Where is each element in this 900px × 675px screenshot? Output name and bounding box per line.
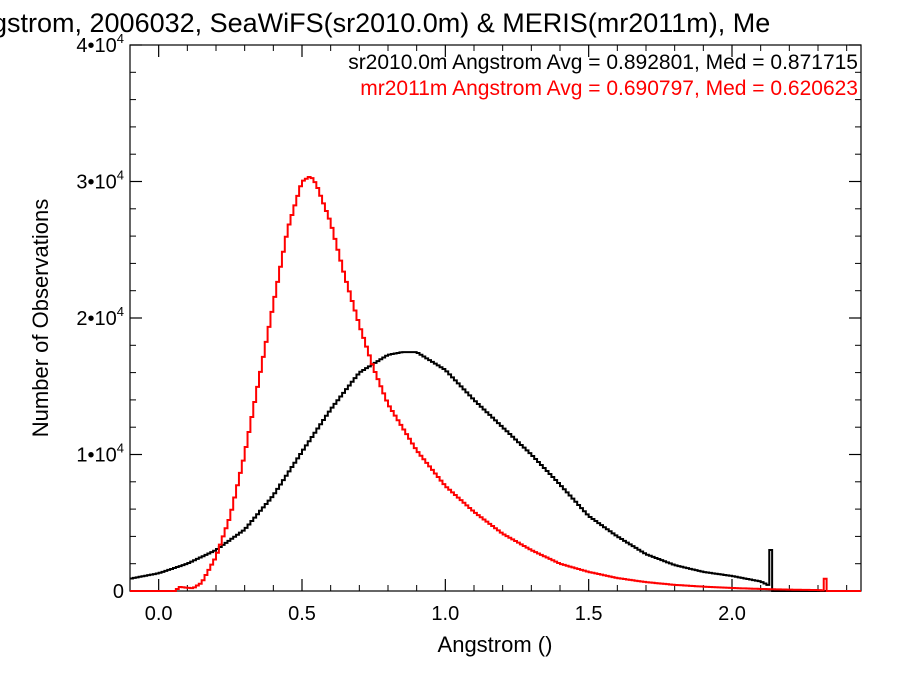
legend-entry-2: mr2011m Angstrom Avg = 0.690797, Med = 0… xyxy=(360,77,858,100)
y-tick-label-base: 0 xyxy=(113,581,124,603)
y-tick-label-base: 1•10 xyxy=(76,445,116,467)
legend: sr2010.0m Angstrom Avg = 0.892801, Med =… xyxy=(348,51,858,100)
series-group xyxy=(130,175,861,592)
y-tick-label: 3•104 xyxy=(76,168,124,194)
series-line-1 xyxy=(130,351,861,592)
y-tick-label: 4•104 xyxy=(76,31,124,57)
x-tick-label: 0.0 xyxy=(145,603,173,625)
y-tick-label-base: 2•10 xyxy=(76,308,116,330)
chart-title: gstrom, 2006032, SeaWiFS(sr2010.0m) & ME… xyxy=(0,8,770,38)
x-tick-label: 2.0 xyxy=(718,603,746,625)
x-tick-label: 0.5 xyxy=(288,603,316,625)
x-tick-labels: 0.0 0.5 1.0 1.5 2.0 xyxy=(145,603,746,625)
x-tick-label: 1.5 xyxy=(575,603,603,625)
y-tick-label-exponent: 4 xyxy=(117,441,124,456)
plot-frame xyxy=(129,44,862,592)
y-tick-label-base: 3•10 xyxy=(76,172,116,194)
y-tick-label-exponent: 4 xyxy=(117,168,124,183)
y-tick-label: 0 xyxy=(113,581,124,603)
y-tick-label: 2•104 xyxy=(76,304,124,330)
x-axis-label: Angstrom () xyxy=(438,632,553,657)
y-tick-label-base: 4•10 xyxy=(76,35,116,57)
axis-ticks xyxy=(129,44,861,592)
x-tick-label: 1.0 xyxy=(431,603,459,625)
legend-entry-1: sr2010.0m Angstrom Avg = 0.892801, Med =… xyxy=(348,51,858,74)
y-tick-label-exponent: 4 xyxy=(117,304,124,319)
y-axis-label: Number of Observations xyxy=(28,199,53,437)
y-tick-label: 1•104 xyxy=(76,441,124,467)
series-line-2 xyxy=(130,175,861,592)
y-tick-label-exponent: 4 xyxy=(117,31,124,46)
